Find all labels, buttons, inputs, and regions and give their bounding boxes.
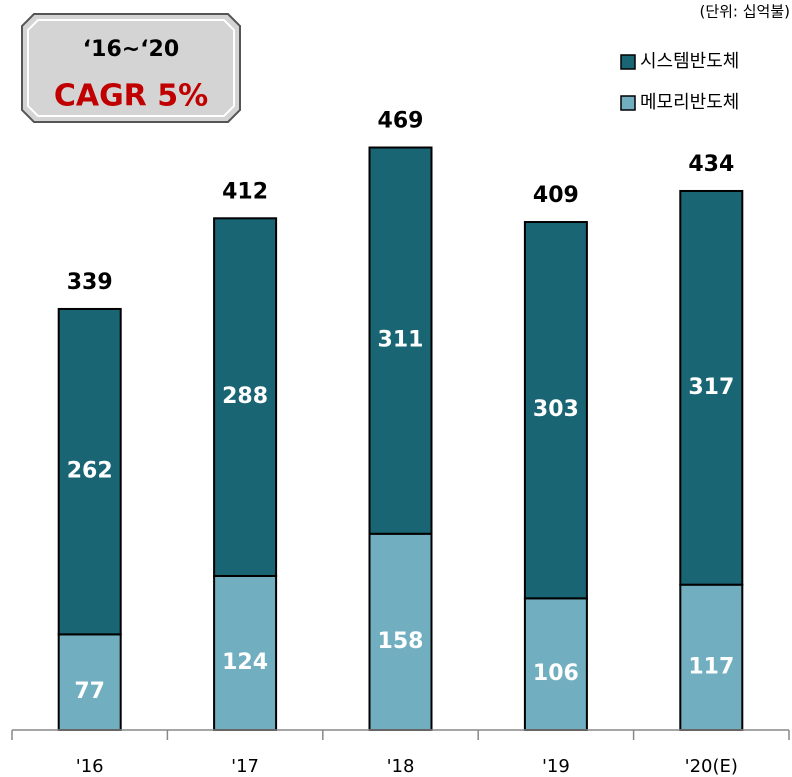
bar-segment bbox=[213, 217, 278, 577]
bar-segment bbox=[57, 633, 122, 732]
segment-label: 288 bbox=[222, 384, 268, 409]
segment-label: 124 bbox=[222, 650, 268, 675]
bar-segment bbox=[57, 307, 122, 636]
total-label: 469 bbox=[378, 109, 424, 134]
x-tick-label: '17 bbox=[231, 756, 259, 777]
x-tick-label: '20(E) bbox=[685, 756, 738, 777]
x-tick-label: '16 bbox=[76, 756, 104, 777]
annotation-box bbox=[21, 13, 241, 123]
legend-label: 메모리반도체 bbox=[640, 92, 739, 113]
annotation-text: CAGR 5% bbox=[54, 79, 208, 114]
x-tick-label: '19 bbox=[542, 756, 570, 777]
total-label: 434 bbox=[688, 152, 734, 177]
segment-label: 262 bbox=[67, 459, 113, 484]
x-tick-label: '18 bbox=[387, 756, 415, 777]
segment-label: 158 bbox=[378, 629, 424, 654]
annotation-period: ‘16~‘20 bbox=[83, 37, 179, 62]
annotation-inner-border bbox=[27, 19, 235, 117]
total-label: 412 bbox=[222, 179, 268, 204]
total-label: 409 bbox=[533, 183, 579, 208]
total-label: 339 bbox=[67, 270, 113, 295]
legend-label: 시스템반도체 bbox=[640, 51, 739, 72]
segment-label: 303 bbox=[533, 397, 579, 422]
segment-label: 317 bbox=[688, 375, 734, 400]
unit-note: (단위: 십억불) bbox=[699, 3, 790, 21]
segment-label: 77 bbox=[74, 679, 105, 704]
segment-label: 106 bbox=[533, 661, 579, 686]
bar-segment bbox=[368, 146, 433, 535]
bar-segment bbox=[679, 583, 744, 731]
bar-segment bbox=[679, 189, 744, 586]
legend-swatch bbox=[620, 54, 636, 70]
legend-swatch bbox=[620, 95, 636, 111]
segment-label: 311 bbox=[378, 328, 424, 353]
bar-segment bbox=[523, 221, 588, 600]
segment-label: 117 bbox=[688, 654, 734, 679]
